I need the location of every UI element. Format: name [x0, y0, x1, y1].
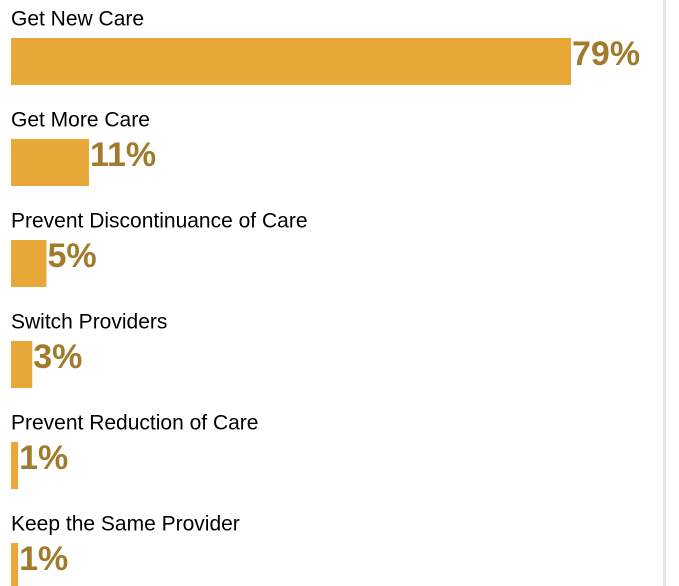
- value-label: 3%: [33, 338, 82, 376]
- bar: [11, 543, 19, 586]
- bar: [11, 38, 571, 85]
- value-label: 5%: [47, 237, 96, 275]
- category-label: Prevent Discontinuance of Care: [11, 210, 308, 233]
- category-label: Get New Care: [11, 8, 144, 31]
- value-label: 79%: [572, 35, 640, 73]
- category-label: Get More Care: [11, 109, 150, 132]
- bar: [11, 442, 19, 489]
- value-label: 1%: [19, 540, 68, 578]
- bar: [11, 139, 89, 186]
- category-label: Keep the Same Provider: [11, 513, 240, 536]
- bar: [11, 341, 33, 388]
- value-label: 1%: [19, 439, 68, 477]
- bar: [11, 240, 47, 287]
- category-label: Switch Providers: [11, 311, 167, 334]
- right-border: [663, 0, 666, 586]
- category-label: Prevent Reduction of Care: [11, 412, 258, 435]
- value-label: 11%: [90, 136, 156, 174]
